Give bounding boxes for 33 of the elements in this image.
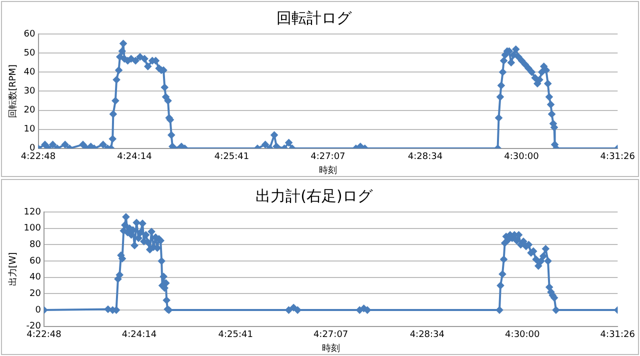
x-tick-label: 4:31:26 — [600, 330, 636, 340]
x-tick-label: 4:27:07 — [310, 152, 346, 162]
x-tick-label: 4:28:34 — [410, 330, 445, 340]
y-tick-label: 0 — [35, 305, 42, 316]
x-tick-label: 4:30:00 — [504, 152, 540, 162]
y-tick-label: 30 — [24, 86, 36, 97]
x-axis-title: 時刻 — [318, 164, 337, 176]
x-tick-label: 4:28:34 — [408, 152, 443, 162]
x-axis-title: 時刻 — [322, 342, 340, 354]
x-tick-label: 4:22:48 — [20, 152, 56, 162]
y-tick-label: 80 — [30, 240, 42, 250]
x-tick-label: 4:25:41 — [218, 330, 253, 340]
x-tick-label: 4:25:41 — [214, 152, 250, 162]
x-tick-label: 4:24:14 — [122, 330, 157, 340]
y-tick-label: 60 — [30, 256, 42, 266]
y-tick-label: 100 — [24, 224, 42, 234]
y-tick-label: 40 — [30, 272, 42, 283]
x-tick-label: 4:30:00 — [505, 330, 540, 340]
y-tick-label: 60 — [24, 29, 36, 40]
y-tick-label: 40 — [24, 67, 36, 78]
y-axis-title: 回転数[RPM] — [8, 64, 19, 118]
chart-title: 回転計ログ — [276, 8, 352, 27]
y-tick-label: 50 — [24, 48, 36, 58]
x-tick-label: 4:27:07 — [313, 330, 348, 340]
y-tick-label: 120 — [24, 207, 42, 218]
y-tick-label: 20 — [30, 289, 42, 300]
x-tick-label: 4:31:26 — [600, 152, 636, 162]
y-tick-label: 10 — [24, 124, 36, 135]
chart-title: 出力計(右足)ログ — [256, 186, 374, 205]
x-tick-label: 4:24:14 — [117, 152, 152, 162]
y-tick-label: 20 — [24, 106, 36, 116]
y-axis-title: 出力[W] — [8, 252, 19, 286]
x-tick-label: 4:22:48 — [26, 330, 62, 340]
